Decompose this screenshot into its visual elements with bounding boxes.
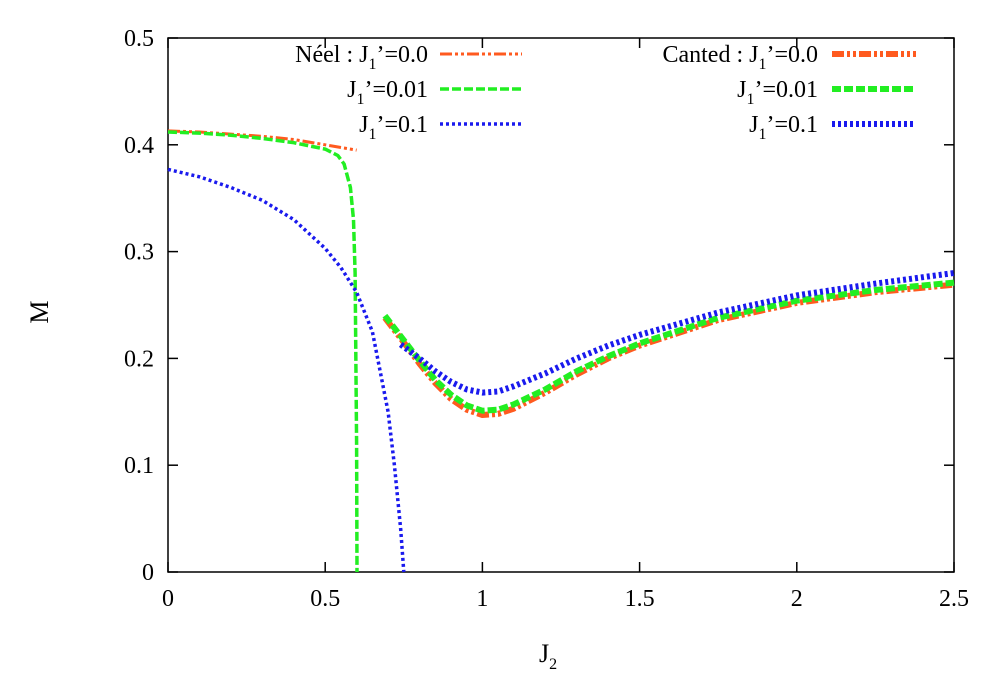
series-line-1: [167, 130, 359, 573]
legend-entry-2: J1’=0.1: [359, 112, 428, 143]
x-tick-label: 1: [476, 586, 488, 612]
x-axis-label: J2: [539, 639, 557, 673]
series-line-4: [382, 279, 955, 414]
series-line-5: [398, 270, 955, 396]
x-tick-label: 1.5: [625, 586, 655, 612]
x-tick-label: 0.5: [310, 586, 340, 612]
y-tick-label: 0.5: [124, 26, 154, 52]
legend: Néel : J1’=0.0 J1’=0.01 J1’=0.1 Canted : J1…: [295, 42, 916, 143]
legend-entry-4: J1’=0.01: [737, 77, 818, 108]
legend-entry-0: Néel : J1’=0.0: [295, 42, 428, 73]
y-tick-label: 0: [142, 560, 154, 586]
plot-frame: [167, 37, 955, 573]
legend-entry-5: J1’=0.1: [749, 112, 818, 143]
y-tick-label: 0.4: [124, 133, 154, 159]
y-tick-label: 0.1: [124, 453, 154, 479]
series-line-2: [167, 167, 406, 573]
x-tick-label: 2: [791, 586, 803, 612]
x-tick-label: 2.5: [939, 586, 969, 612]
y-tick-label: 0.3: [124, 240, 154, 266]
x-tick-label: 0: [162, 586, 174, 612]
y-tick-label: 0.2: [124, 346, 154, 372]
legend-entry-3: Canted : J1’=0.0: [662, 42, 818, 73]
series-line-3: [382, 281, 955, 418]
legend-entry-1: J1’=0.01: [347, 77, 428, 108]
data-curves: [167, 129, 955, 573]
axis-ticks: 0 0.5 1 1.5 2 2.5 0 0.1 0.2 0.3 0.4 0.5: [124, 26, 969, 612]
y-axis-label: M: [25, 300, 54, 323]
